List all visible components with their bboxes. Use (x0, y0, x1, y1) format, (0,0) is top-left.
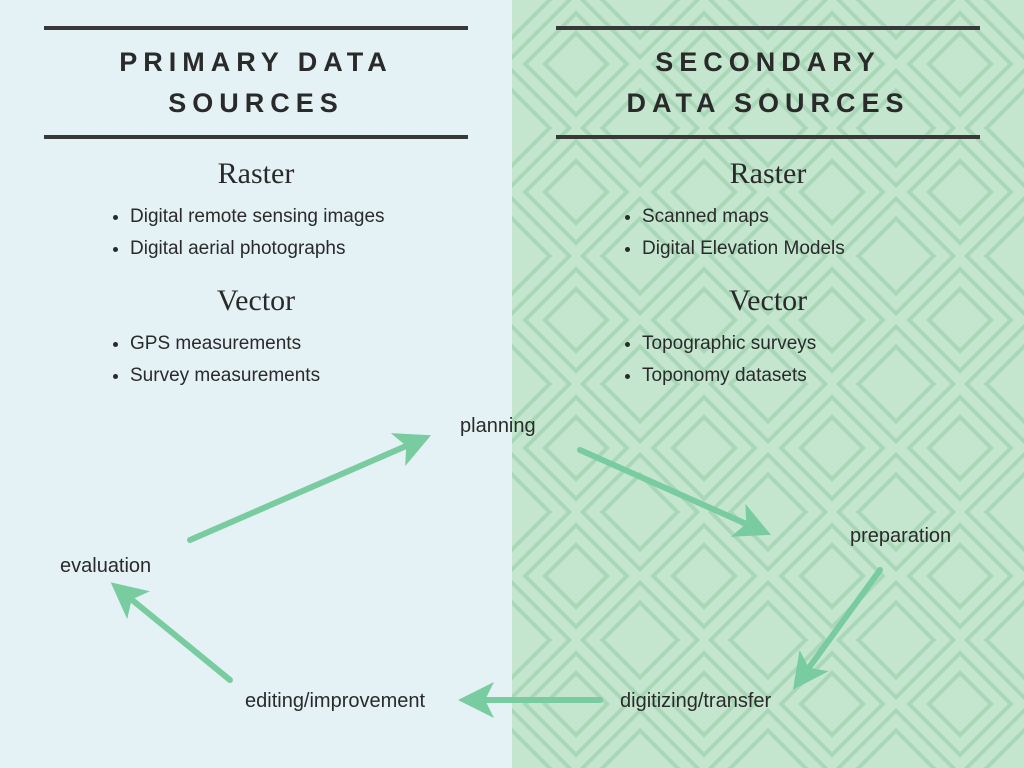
primary-vector-list: GPS measurements Survey measurements (130, 328, 448, 393)
primary-title-line2: SOURCES (168, 88, 344, 118)
secondary-title: SECONDARY DATA SOURCES (556, 30, 980, 135)
cycle-label-evaluation: evaluation (60, 555, 151, 578)
secondary-vector-list: Topographic surveys Toponomy datasets (642, 328, 960, 393)
list-item: Digital remote sensing images (130, 201, 448, 233)
primary-raster-heading: Raster (44, 157, 468, 191)
primary-rule-bottom (44, 135, 468, 139)
list-item: Digital aerial photographs (130, 233, 448, 265)
list-item: Toponomy datasets (642, 360, 960, 392)
list-item: Survey measurements (130, 360, 448, 392)
cycle-label-editing: editing/improvement (245, 690, 425, 713)
cycle-label-planning: planning (460, 415, 536, 438)
secondary-rule-bottom (556, 135, 980, 139)
primary-title: PRIMARY DATA SOURCES (44, 30, 468, 135)
primary-title-line1: PRIMARY DATA (119, 47, 393, 77)
cycle-label-digitizing: digitizing/transfer (620, 690, 771, 713)
secondary-raster-list: Scanned maps Digital Elevation Models (642, 201, 960, 266)
cycle-label-preparation: preparation (850, 525, 951, 548)
secondary-panel: SECONDARY DATA SOURCES Raster Scanned ma… (512, 0, 1024, 768)
primary-content: PRIMARY DATA SOURCES Raster Digital remo… (0, 0, 512, 392)
secondary-content: SECONDARY DATA SOURCES Raster Scanned ma… (512, 0, 1024, 392)
list-item: Digital Elevation Models (642, 233, 960, 265)
list-item: Scanned maps (642, 201, 960, 233)
primary-panel: PRIMARY DATA SOURCES Raster Digital remo… (0, 0, 512, 768)
primary-raster-list: Digital remote sensing images Digital ae… (130, 201, 448, 266)
secondary-raster-heading: Raster (556, 157, 980, 191)
primary-vector-heading: Vector (44, 284, 468, 318)
secondary-title-line2: DATA SOURCES (626, 88, 909, 118)
list-item: Topographic surveys (642, 328, 960, 360)
list-item: GPS measurements (130, 328, 448, 360)
secondary-title-line1: SECONDARY (655, 47, 881, 77)
secondary-vector-heading: Vector (556, 284, 980, 318)
